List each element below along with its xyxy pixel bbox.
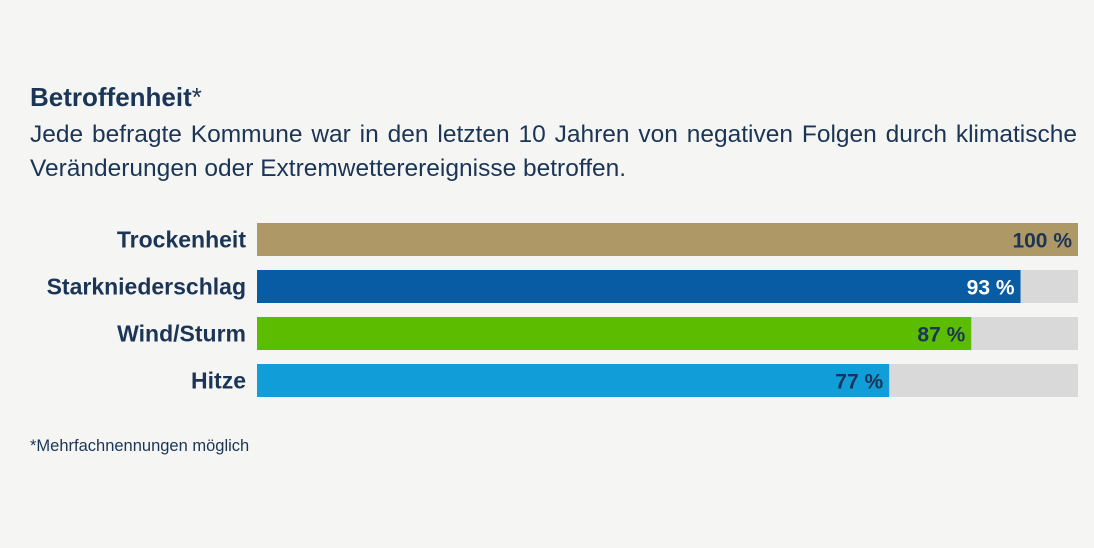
value-label: 87 % [917,324,965,347]
bar-row: Hitze 77 % [191,364,1078,397]
category-label: Hitze [191,368,246,394]
category-label: Wind/Sturm [117,321,246,347]
bar-row: Trockenheit 100 % [117,223,1078,256]
chart-title-asterisk: * [191,82,202,112]
bar [257,223,1078,256]
chart-subtitle: Jede befragte Kommune war in den letzten… [30,121,1077,182]
bar [257,270,1021,303]
bar [257,364,890,397]
footnote: *Mehrfachnennungen möglich [30,437,250,455]
bar-chart: Trockenheit 100 % Starkniederschlag 93 % Win… [47,223,1078,397]
bar-row: Starkniederschlag 93 % [47,270,1078,303]
value-label: 77 % [835,371,883,394]
chart-title-text: Betroffenheit [30,82,192,112]
category-label: Starkniederschlag [47,274,246,300]
value-label: 93 % [967,277,1015,300]
bar [257,317,972,350]
value-label: 100 % [1012,230,1072,253]
bar-row: Wind/Sturm 87 % [117,317,1078,350]
category-label: Trockenheit [117,227,246,253]
chart-title: Betroffenheit* [30,80,202,114]
